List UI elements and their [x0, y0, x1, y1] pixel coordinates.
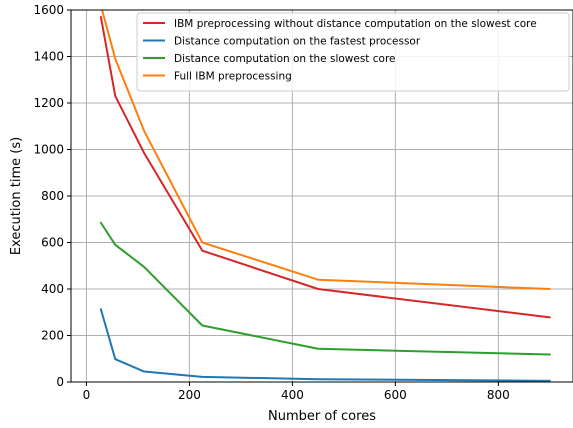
- y-tick-label: 200: [41, 329, 64, 343]
- y-tick-label: 400: [41, 282, 64, 296]
- x-axis-label: Number of cores: [268, 409, 376, 424]
- series-line: [99, 15, 551, 319]
- legend-label: Distance computation on the fastest proc…: [174, 36, 421, 48]
- y-tick-label: 1400: [33, 50, 64, 64]
- y-axis-label: Execution time (s): [9, 137, 24, 255]
- legend-label: Full IBM preprocessing: [174, 71, 292, 83]
- legend-label: Distance computation on the slowest core: [174, 53, 396, 65]
- series-line: [99, 221, 551, 356]
- y-tick-label: 1200: [33, 96, 64, 110]
- x-tick-label: 0: [83, 388, 91, 402]
- series-line: [99, 308, 551, 382]
- x-tick-label: 600: [384, 388, 407, 402]
- axis-ticks: 0 200 400 600 800 0 200 400 600 800 1000 1200 1400 16…: [33, 3, 509, 402]
- series-line: [101, 10, 551, 290]
- y-tick-label: 0: [56, 375, 64, 389]
- x-tick-label: 800: [487, 388, 510, 402]
- legend-label: IBM preprocessing without distance compu…: [174, 18, 537, 30]
- y-tick-label: 600: [41, 236, 64, 250]
- x-tick-label: 400: [281, 388, 304, 402]
- legend-box: [136, 12, 570, 92]
- legend: IBM preprocessing without distance compu…: [136, 12, 570, 92]
- series-layer: [99, 10, 551, 382]
- y-tick-label: 1600: [33, 3, 64, 17]
- x-tick-label: 200: [178, 388, 201, 402]
- y-tick-label: 800: [41, 189, 64, 203]
- y-tick-label: 1000: [33, 143, 64, 157]
